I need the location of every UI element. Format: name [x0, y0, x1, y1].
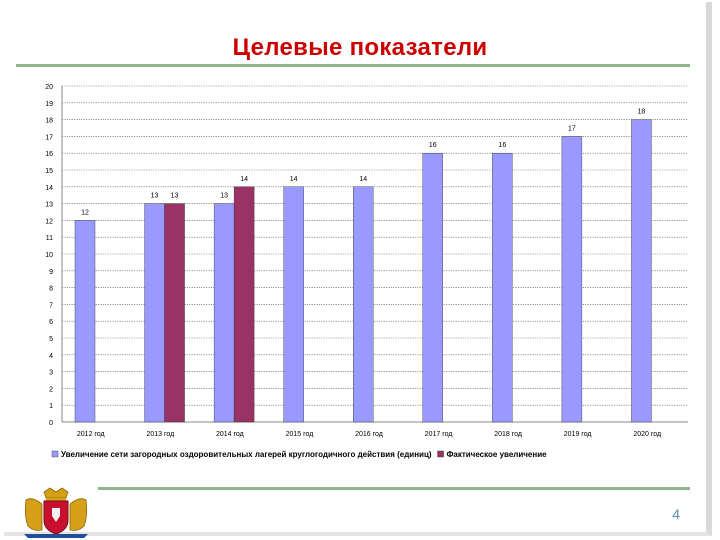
y-tick-label: 7	[49, 302, 53, 309]
data-label: 12	[81, 209, 89, 216]
x-tick-label: 2018 год	[494, 431, 522, 438]
legend-label: Увеличение сети загородных оздоровительн…	[61, 450, 432, 459]
y-tick-label: 11	[46, 235, 53, 242]
title-divider	[16, 64, 690, 67]
data-label: 16	[429, 142, 437, 149]
bar	[74, 220, 96, 423]
data-label: 13	[151, 193, 159, 200]
y-tick-label: 20	[45, 84, 53, 91]
x-tick-label: 2016 год	[355, 431, 383, 438]
data-label: 18	[638, 109, 646, 116]
y-tick-label: 12	[45, 218, 53, 225]
data-label: 17	[568, 125, 576, 132]
y-tick-label: 14	[45, 185, 53, 192]
x-tick-label: 2020 год	[633, 431, 661, 438]
data-label: 13	[171, 193, 179, 200]
y-tick-label: 6	[49, 319, 53, 326]
data-label: 16	[498, 142, 506, 149]
bar	[631, 119, 652, 423]
y-tick-label: 15	[45, 168, 53, 175]
y-tick-label: 4	[49, 353, 53, 360]
y-tick-label: 8	[49, 286, 53, 293]
bar	[213, 203, 235, 423]
y-tick-label: 2	[49, 386, 53, 393]
legend-swatch	[51, 450, 59, 458]
bar	[144, 203, 165, 423]
bar	[422, 152, 443, 423]
x-tick-label: 2019 год	[564, 431, 592, 438]
x-tick-label: 2015 год	[286, 431, 314, 438]
footer-divider	[98, 487, 690, 490]
page-number: 4	[672, 506, 680, 522]
y-tick-label: 0	[49, 420, 53, 427]
data-label: 14	[359, 176, 367, 183]
x-tick-label: 2017 год	[425, 431, 453, 438]
legend-label: Фактическое увеличение	[447, 450, 548, 459]
x-tick-label: 2012 год	[77, 431, 105, 438]
bar	[353, 186, 374, 423]
y-tick-label: 5	[49, 336, 53, 343]
bar	[164, 203, 185, 423]
data-label: 13	[220, 193, 228, 200]
slide-frame	[4, 2, 712, 536]
y-tick-label: 17	[45, 134, 53, 141]
data-label: 14	[290, 176, 298, 183]
data-label: 14	[240, 176, 248, 183]
y-tick-label: 1	[49, 403, 53, 410]
y-tick-label: 19	[45, 101, 53, 108]
bar	[561, 136, 583, 423]
slide-title: Целевые показатели	[232, 34, 488, 61]
x-tick-label: 2014 год	[216, 431, 244, 438]
y-tick-label: 16	[45, 151, 53, 158]
bar	[492, 152, 513, 423]
bar	[233, 186, 255, 423]
bar	[283, 186, 304, 423]
legend-swatch	[437, 450, 444, 458]
y-tick-label: 13	[45, 202, 53, 209]
x-tick-label: 2013 год	[146, 431, 174, 438]
y-tick-label: 3	[49, 370, 53, 377]
y-tick-label: 18	[45, 118, 53, 125]
y-tick-label: 10	[45, 252, 53, 259]
y-tick-label: 9	[49, 269, 53, 276]
coat-of-arms-icon	[24, 487, 88, 538]
